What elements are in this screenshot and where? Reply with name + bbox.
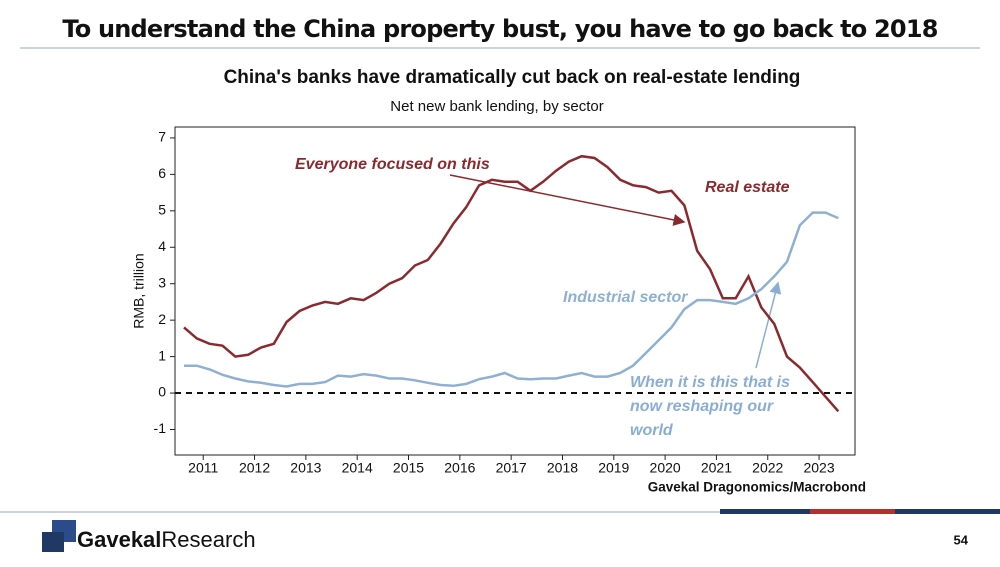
page-number: 54 — [954, 532, 969, 547]
x-tick-label: 2011 — [188, 460, 218, 476]
y-tick-label: 7 — [158, 129, 166, 145]
y-tick-label: 3 — [158, 274, 166, 290]
x-tick-label: 2014 — [342, 460, 373, 476]
series-line — [183, 154, 840, 413]
annotation-arrow — [755, 281, 782, 369]
y-tick-label: 0 — [158, 384, 166, 400]
x-tick-label: 2019 — [598, 460, 629, 476]
x-tick-label: 2020 — [650, 460, 681, 476]
logo-text: GavekalResearch — [77, 527, 256, 552]
x-tick-label: 2022 — [752, 460, 783, 476]
footer-bar — [720, 509, 810, 514]
logo-bold: Gavekal — [77, 527, 161, 552]
logo-mark — [42, 532, 64, 552]
x-tick-label: 2015 — [393, 460, 424, 476]
x-tick-label: 2017 — [496, 460, 527, 476]
annotation: Everyone focused on this — [295, 156, 490, 173]
y-axis-label: RMB, trillion — [131, 253, 147, 328]
footer-bar — [895, 509, 1000, 514]
x-tick-label: 2023 — [803, 460, 834, 476]
y-tick-label: 1 — [158, 347, 166, 363]
x-tick-label: 2016 — [444, 460, 475, 476]
y-tick-label: -1 — [154, 420, 167, 436]
annotation: When it is this that is — [630, 374, 790, 391]
x-tick-label: 2013 — [290, 460, 321, 476]
annotation: world — [630, 422, 674, 439]
y-tick-label: 5 — [158, 202, 166, 218]
x-tick-label: 2021 — [701, 460, 732, 476]
series-label: Industrial sector — [563, 289, 688, 306]
chart-title: China's banks have dramatically cut back… — [224, 67, 801, 88]
logo-light: Research — [161, 527, 255, 552]
annotation-arrow — [449, 174, 686, 226]
annotation: now reshaping our — [630, 398, 774, 415]
series-line — [184, 211, 839, 388]
chart-subtitle: Net new bank lending, by sector — [390, 98, 603, 115]
y-tick-label: 6 — [158, 165, 166, 181]
x-tick-label: 2012 — [239, 460, 270, 476]
y-tick-label: 4 — [158, 238, 166, 254]
source: Gavekal Dragonomics/Macrobond — [648, 480, 866, 495]
x-tick-label: 2018 — [547, 460, 578, 476]
y-tick-label: 2 — [158, 311, 166, 327]
slide-title: To understand the China property bust, y… — [62, 15, 937, 43]
plot-frame — [174, 126, 856, 456]
series-label: Real estate — [705, 179, 790, 196]
footer-bar — [810, 509, 895, 514]
